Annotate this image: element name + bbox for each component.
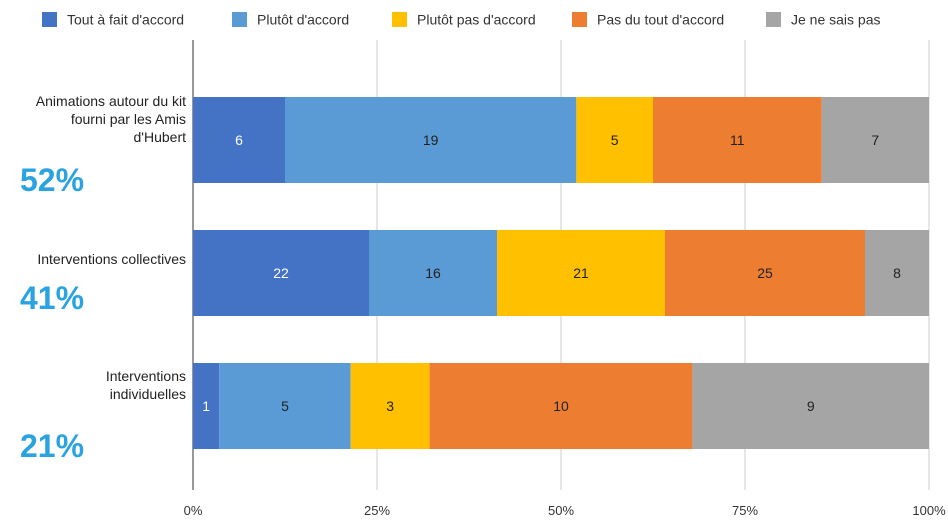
legend-swatch [572, 12, 587, 27]
data-label: 8 [893, 265, 901, 281]
bar-segment [219, 363, 351, 449]
bar-segment [821, 97, 929, 183]
legend-label: Plutôt d'accord [257, 12, 349, 28]
data-label: 19 [423, 132, 439, 148]
x-axis: 0% 25% 50% 75% 100% [184, 503, 946, 518]
legend: Tout à fait d'accord Plutôt d'accord Plutô… [42, 12, 881, 28]
data-label: 11 [730, 132, 745, 148]
legend-item: Pas du tout d'accord [572, 12, 724, 28]
category-label: d'Hubert [134, 129, 187, 145]
bar-segment [285, 97, 577, 183]
bar-segment [665, 230, 865, 316]
legend-label: Plutôt pas d'accord [417, 12, 536, 28]
data-label: 10 [553, 398, 569, 414]
bars: 6 19 5 11 7 22 16 21 25 8 1 5 3 10 9 [193, 97, 929, 449]
data-label: 3 [386, 398, 394, 414]
legend-label: Je ne sais pas [791, 12, 881, 28]
bar-segment [576, 97, 653, 183]
x-tick-label: 25% [364, 503, 390, 518]
data-label: 21 [573, 265, 589, 281]
data-label: 7 [871, 132, 879, 148]
category-label: fourni par les Amis [71, 111, 186, 127]
legend-item: Je ne sais pas [766, 12, 881, 28]
x-tick-label: 50% [548, 503, 574, 518]
data-label: 1 [202, 398, 210, 414]
legend-swatch [232, 12, 247, 27]
bar-segment [692, 363, 929, 449]
bar-segment [865, 230, 929, 316]
bar-segment [193, 363, 220, 449]
legend-swatch [42, 12, 57, 27]
bar-segment [497, 230, 665, 316]
x-tick-label: 0% [184, 503, 203, 518]
bar-segment [653, 97, 822, 183]
bar-segment [429, 363, 693, 449]
x-tick-label: 75% [732, 503, 758, 518]
bar-segment [193, 230, 369, 316]
data-label: 5 [281, 398, 289, 414]
legend-label: Pas du tout d'accord [597, 12, 724, 28]
category-labels: Animations autour du kit fourni par les A… [20, 93, 186, 464]
category-label: Animations autour du kit [36, 93, 186, 109]
legend-swatch [766, 12, 781, 27]
data-label: 6 [235, 132, 243, 148]
legend-item: Tout à fait d'accord [42, 12, 184, 28]
legend-item: Plutôt d'accord [232, 12, 349, 28]
legend-item: Plutôt pas d'accord [392, 12, 536, 28]
legend-swatch [392, 12, 407, 27]
data-label: 22 [273, 265, 289, 281]
category-label: Interventions collectives [37, 251, 186, 267]
data-label: 9 [807, 398, 815, 414]
category-label: individuelles [110, 386, 186, 402]
data-label: 5 [611, 132, 619, 148]
data-label: 25 [757, 265, 773, 281]
data-label: 16 [425, 265, 441, 281]
x-tick-label: 100% [912, 503, 946, 518]
category-label: Interventions [106, 368, 186, 384]
bar-segment [369, 230, 497, 316]
category-percentage: 52% [20, 162, 84, 198]
legend-label: Tout à fait d'accord [67, 12, 184, 28]
bar-segment [193, 97, 285, 183]
category-percentage: 41% [20, 280, 84, 316]
bar-segment [350, 363, 430, 449]
category-percentage: 21% [20, 428, 84, 464]
